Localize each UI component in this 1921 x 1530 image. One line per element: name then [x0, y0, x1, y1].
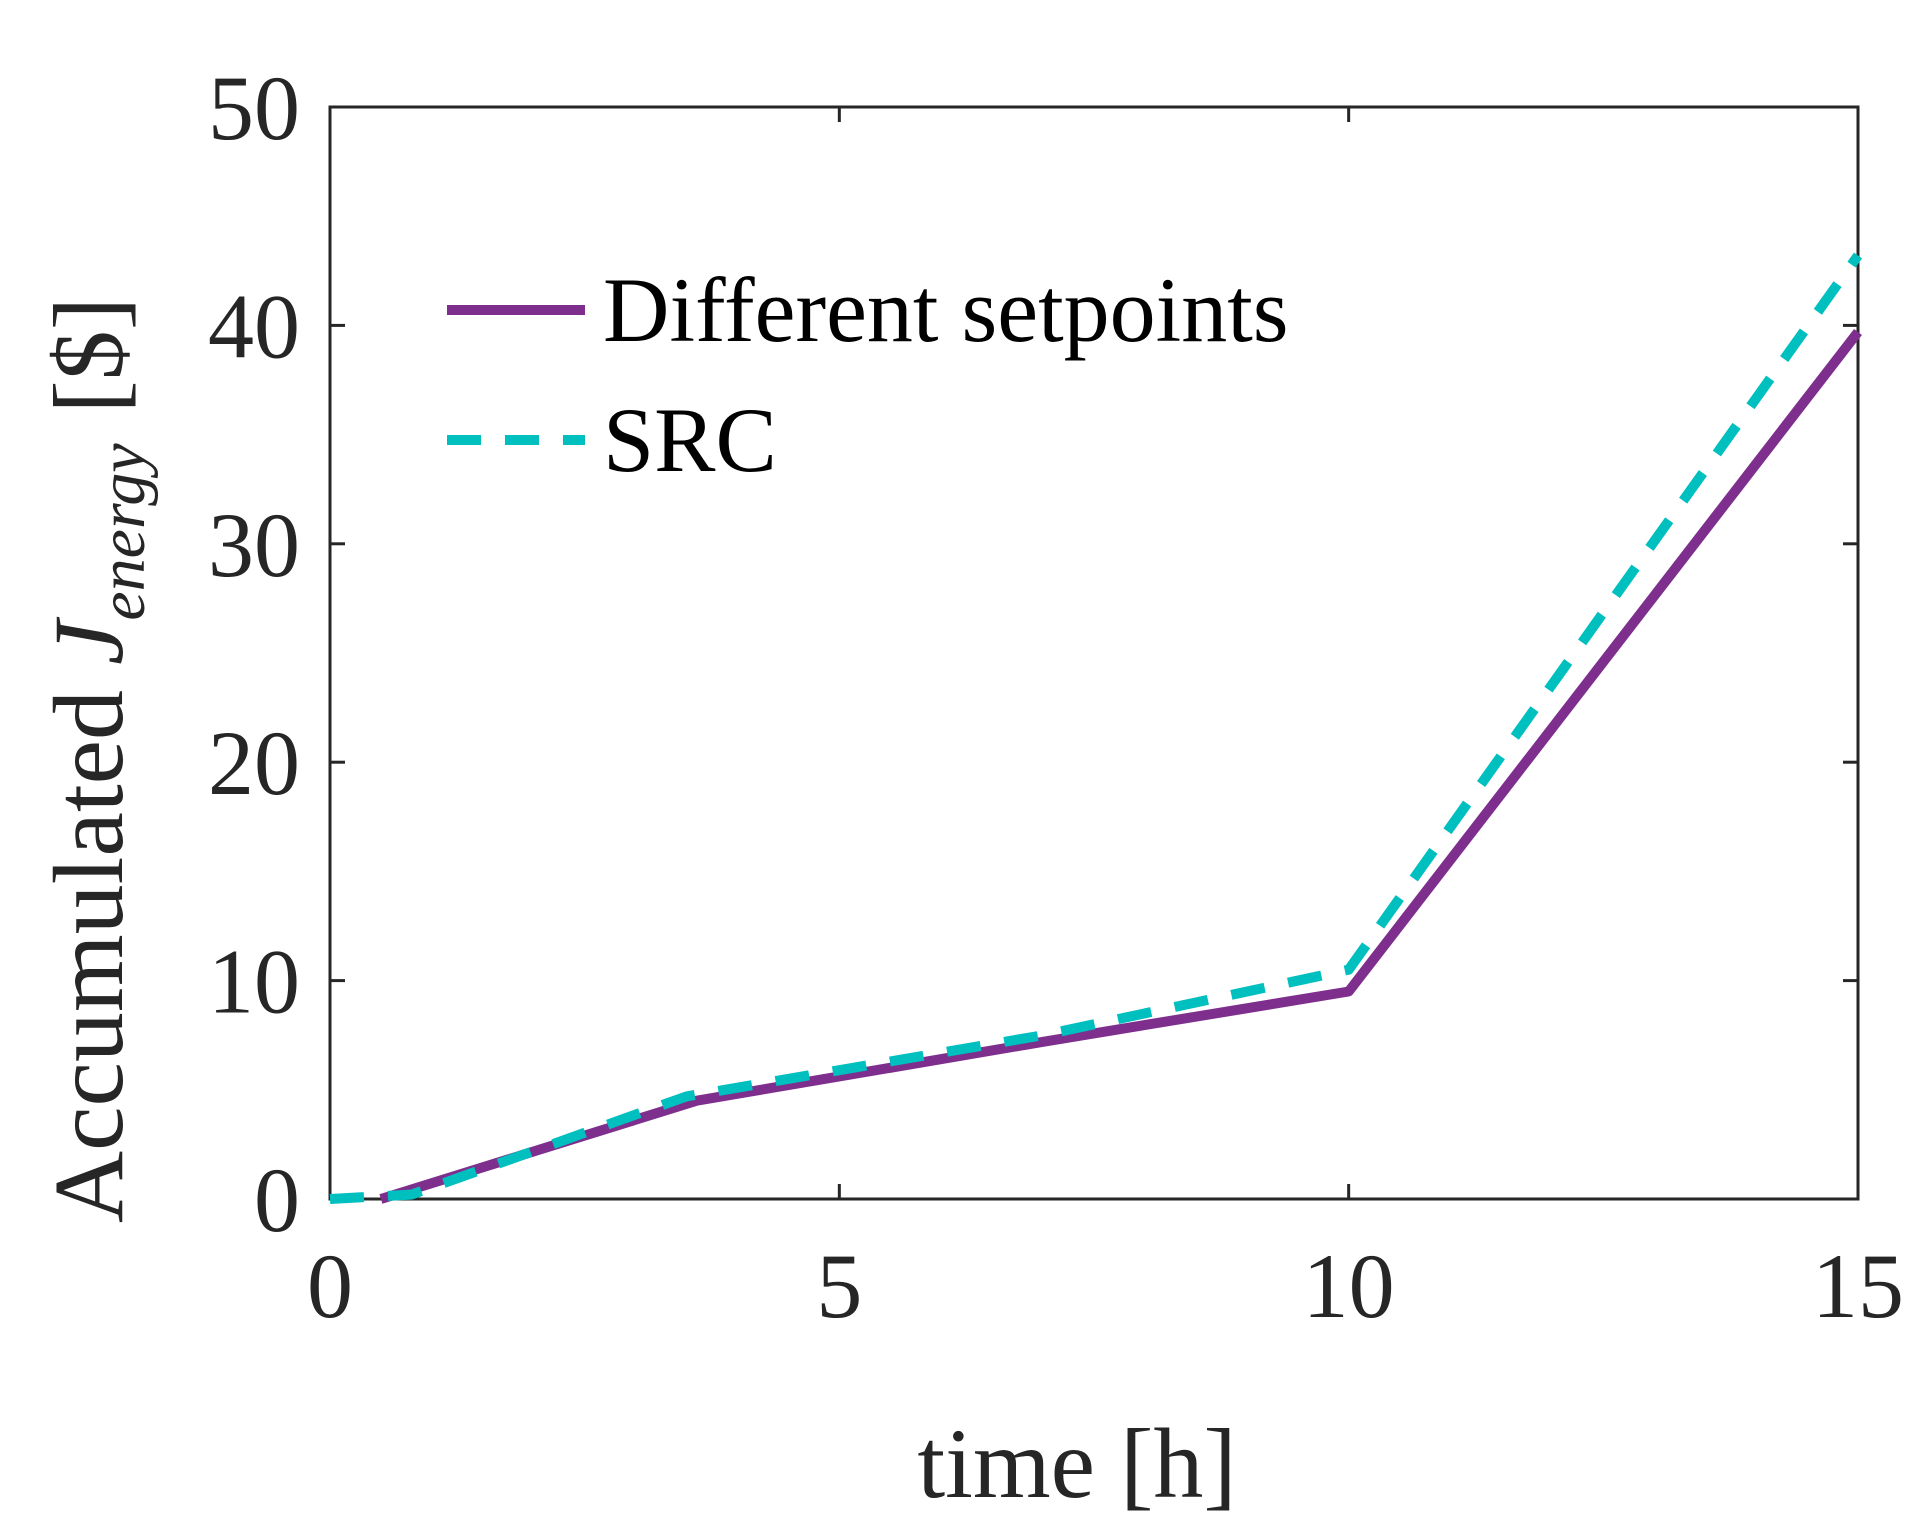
series-line-src [329, 252, 1863, 1204]
x-axis-title: time [h] [917, 1408, 1236, 1519]
y-tick-label: 0 [254, 1149, 300, 1251]
y-axis-title: Accumulated Jenergy [$] [33, 297, 159, 1223]
x-tick-label: 10 [1303, 1235, 1395, 1337]
plot-area [328, 105, 1860, 1201]
y-tick-label: 30 [208, 494, 300, 596]
legend-label: Different setpoints [603, 259, 1289, 361]
x-tick-label: 0 [307, 1235, 353, 1337]
data-series [329, 252, 1863, 1204]
legend: Different setpoints SRC [447, 259, 1289, 491]
series-line-different-setpoints [379, 328, 1862, 1204]
y-axis-title-subscript: energy [86, 443, 159, 621]
y-axis-title-symbol: J [33, 616, 144, 665]
y-tick-label: 10 [208, 931, 300, 1033]
y-tick-label: 40 [208, 275, 300, 377]
svg-text:Accumulated Jenergy[$]: Accumulated Jenergy [$] [33, 297, 159, 1223]
y-tick-label: 50 [208, 57, 300, 159]
y-axis-title-unit: [$] [33, 297, 144, 414]
legend-label: SRC [603, 389, 777, 491]
x-tick-label: 5 [816, 1235, 862, 1337]
x-tick-label: 15 [1812, 1235, 1904, 1337]
y-axis-title-prefix: Accumulated [33, 665, 144, 1223]
tick-labels: 0 5 10 15 0 10 20 30 40 50 [208, 57, 1904, 1337]
y-tick-label: 20 [208, 712, 300, 814]
axes-box [328, 105, 1860, 1201]
